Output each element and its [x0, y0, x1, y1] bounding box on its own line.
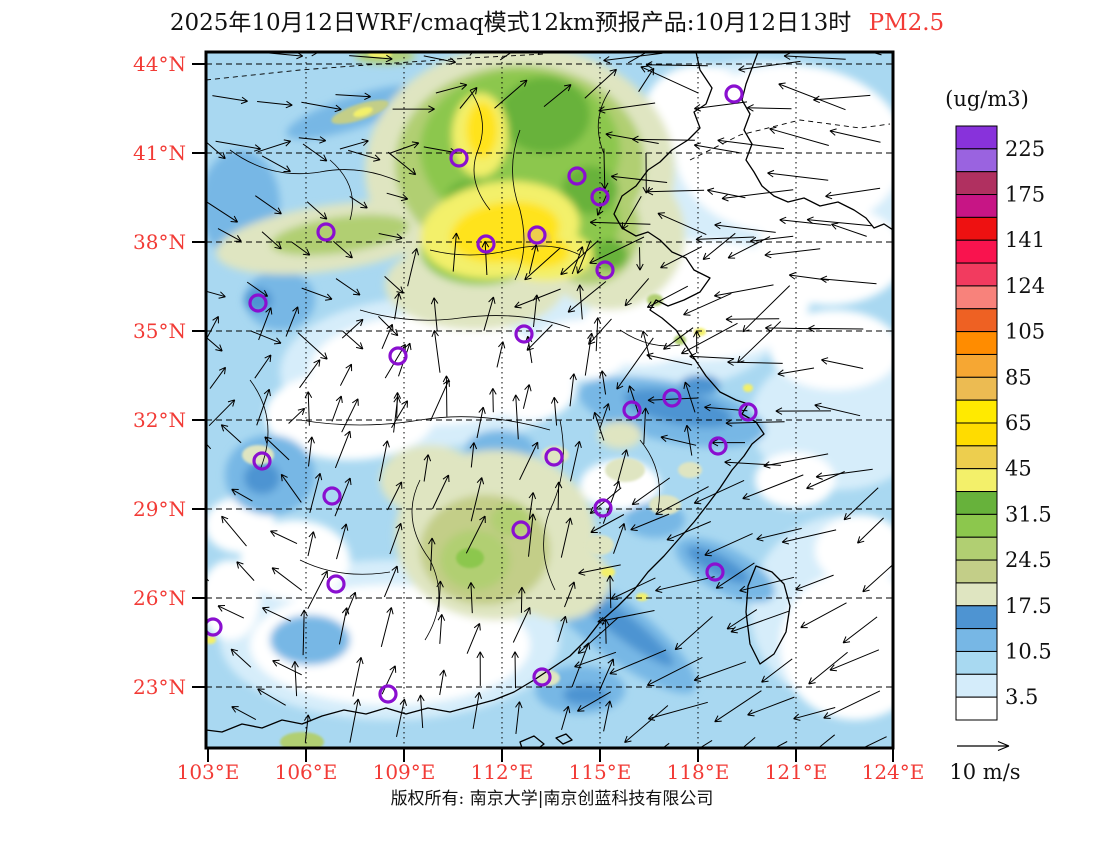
legend-cell — [955, 194, 998, 218]
legend-cell — [955, 171, 998, 196]
station-marker — [316, 222, 336, 242]
lon-label: 115°E — [569, 760, 632, 784]
station-marker — [206, 617, 223, 637]
legend-cell — [955, 650, 998, 675]
legend-cell — [955, 262, 998, 287]
station-marker — [705, 562, 725, 582]
legend-cell — [955, 468, 998, 493]
station-marker — [662, 388, 682, 408]
lat-label: 35°N — [133, 319, 186, 343]
station-marker — [708, 436, 728, 456]
coastline-layer — [206, 52, 893, 748]
lat-label: 41°N — [133, 141, 186, 165]
axes: 44°N 41°N 38°N 35°N 32°N 29°N 26°N 23°N 103°E 106… — [133, 52, 924, 784]
legend-value: 141 — [1005, 228, 1045, 252]
station-marker — [567, 166, 587, 186]
station-marker — [322, 486, 342, 506]
legend-value: 65 — [1005, 411, 1032, 435]
legend-cell — [955, 376, 998, 401]
legend-value: 85 — [1005, 365, 1032, 389]
station-markers-layer — [206, 84, 758, 704]
lon-label: 106°E — [275, 760, 338, 784]
legend-cell — [955, 399, 998, 424]
lon-label: 109°E — [373, 760, 436, 784]
station-marker — [724, 84, 744, 104]
lat-label: 38°N — [133, 230, 186, 254]
station-marker — [511, 520, 531, 540]
station-marker — [378, 684, 398, 704]
lon-label: 103°E — [177, 760, 240, 784]
title-main: 2025年10月12日WRF/cmaq模式12km预报产品:10月12日13时 — [170, 10, 851, 36]
legend-cell — [955, 308, 998, 333]
legend-cell — [955, 559, 998, 584]
legend-cell — [955, 536, 998, 561]
station-marker — [622, 400, 642, 420]
legend-cell — [955, 285, 998, 310]
station-marker — [544, 447, 564, 467]
legend-cell — [955, 148, 998, 173]
legend-value: 10.5 — [1005, 639, 1052, 663]
lat-label: 26°N — [133, 586, 186, 610]
map-frame — [204, 50, 895, 750]
legend-cell — [955, 445, 998, 470]
station-marker — [476, 234, 496, 254]
legend-unit: (ug/m3) — [945, 87, 1029, 111]
legend-cell — [955, 673, 998, 698]
lat-label: 29°N — [133, 497, 186, 521]
lon-label: 118°E — [667, 760, 730, 784]
wind-reference-label: 10 m/s — [949, 760, 1020, 784]
legend-cell — [955, 605, 998, 630]
station-marker — [514, 324, 534, 344]
station-marker — [388, 346, 408, 366]
legend-cell — [955, 582, 998, 607]
lat-label: 32°N — [133, 408, 186, 432]
station-marker — [326, 574, 346, 594]
station-marker — [248, 293, 268, 313]
legend-cell — [955, 239, 998, 264]
legend-value: 105 — [1005, 320, 1045, 344]
lon-label: 121°E — [765, 760, 828, 784]
copyright-text: 版权所有: 南京大学|南京创蓝科技有限公司 — [391, 789, 714, 809]
legend-value: 24.5 — [1005, 548, 1052, 572]
station-marker — [449, 148, 469, 168]
legend-value: 225 — [1005, 137, 1045, 161]
legend-cell — [955, 125, 998, 150]
lat-label: 44°N — [133, 52, 186, 76]
legend-cell — [955, 422, 998, 447]
wind-reference — [957, 740, 1010, 752]
page-title: 2025年10月12日WRF/cmaq模式12km预报产品:10月12日13时 … — [170, 10, 944, 36]
station-marker — [590, 187, 610, 207]
pm25-field — [206, 52, 893, 748]
legend-cell — [955, 628, 998, 652]
legend-value: 45 — [1005, 457, 1032, 481]
legend-cell — [955, 696, 998, 721]
legend-value: 175 — [1005, 183, 1045, 207]
legend-cell — [955, 331, 998, 355]
station-marker — [595, 260, 615, 280]
wind-arrows-layer — [206, 52, 893, 748]
graticule — [206, 52, 893, 748]
legend-cell — [955, 353, 998, 378]
legend-value: 31.5 — [1005, 502, 1052, 526]
color-legend: 225 175 141 124 105 85 65 45 31.5 24.5 17.5 10.5 3.5 — [955, 125, 1052, 721]
legend-value: 3.5 — [1005, 685, 1038, 709]
lat-label: 23°N — [133, 675, 186, 699]
lon-label: 112°E — [471, 760, 534, 784]
legend-cell — [955, 513, 998, 538]
legend-value: 124 — [1005, 274, 1045, 298]
legend-value: 17.5 — [1005, 594, 1052, 618]
station-marker — [593, 498, 613, 518]
station-marker — [738, 402, 758, 422]
lon-label: 124°E — [862, 760, 925, 784]
station-marker — [532, 667, 552, 687]
station-marker — [252, 451, 272, 471]
title-pollutant: PM2.5 — [869, 10, 945, 36]
legend-cell — [955, 216, 998, 241]
legend-cell — [955, 491, 998, 515]
station-marker — [527, 225, 547, 245]
